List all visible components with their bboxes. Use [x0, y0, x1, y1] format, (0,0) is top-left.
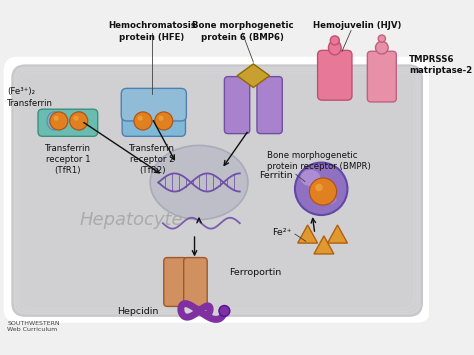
Text: Bone morphogenetic
protein 6 (BMP6): Bone morphogenetic protein 6 (BMP6)	[191, 21, 293, 42]
FancyBboxPatch shape	[224, 77, 250, 133]
FancyBboxPatch shape	[122, 109, 185, 136]
Polygon shape	[237, 64, 270, 87]
Circle shape	[310, 178, 337, 205]
Text: Hepcidin: Hepcidin	[117, 307, 158, 316]
Ellipse shape	[73, 112, 87, 130]
Text: Hemojuvelin (HJV): Hemojuvelin (HJV)	[313, 21, 401, 31]
Polygon shape	[298, 225, 318, 243]
Ellipse shape	[295, 163, 347, 215]
Circle shape	[70, 112, 88, 130]
Ellipse shape	[328, 40, 341, 55]
Text: Hemochromatosis
protein (HFE): Hemochromatosis protein (HFE)	[108, 21, 196, 42]
Text: Ferritin: Ferritin	[259, 171, 292, 180]
Ellipse shape	[150, 146, 248, 220]
Circle shape	[315, 184, 323, 191]
Text: Bone morphogenetic
protein receptor (BMPR): Bone morphogenetic protein receptor (BMP…	[267, 151, 371, 171]
Text: Ferroportin: Ferroportin	[229, 268, 281, 277]
Circle shape	[73, 116, 79, 121]
Text: (Fe³⁺)₂
Transferrin: (Fe³⁺)₂ Transferrin	[7, 87, 53, 108]
Ellipse shape	[324, 195, 337, 204]
FancyBboxPatch shape	[318, 50, 352, 100]
Text: Hepatocyte: Hepatocyte	[80, 212, 183, 229]
Circle shape	[138, 116, 143, 121]
Text: Fe²⁺: Fe²⁺	[272, 228, 292, 237]
FancyBboxPatch shape	[257, 77, 283, 133]
Circle shape	[158, 116, 164, 121]
FancyBboxPatch shape	[13, 66, 422, 316]
Text: Transferrin
receptor 1
(TfR1): Transferrin receptor 1 (TfR1)	[45, 143, 91, 175]
Circle shape	[375, 41, 388, 54]
Text: Transferrin
receptor 2
(TfR2): Transferrin receptor 2 (TfR2)	[129, 143, 175, 175]
Circle shape	[50, 112, 68, 130]
FancyBboxPatch shape	[164, 258, 187, 306]
Circle shape	[155, 112, 173, 130]
FancyBboxPatch shape	[367, 51, 396, 102]
Text: TMPRSS6
matriptase-2: TMPRSS6 matriptase-2	[409, 55, 472, 75]
Polygon shape	[328, 225, 347, 243]
FancyBboxPatch shape	[4, 57, 431, 323]
Circle shape	[378, 35, 385, 42]
Circle shape	[54, 116, 59, 121]
FancyBboxPatch shape	[38, 109, 98, 136]
Circle shape	[219, 306, 230, 316]
Circle shape	[134, 112, 152, 130]
Ellipse shape	[301, 170, 320, 186]
Text: SOUTHWESTERN
Web Curriculum: SOUTHWESTERN Web Curriculum	[7, 321, 60, 332]
Polygon shape	[314, 236, 334, 254]
Ellipse shape	[47, 112, 62, 130]
FancyBboxPatch shape	[183, 258, 207, 306]
FancyBboxPatch shape	[121, 88, 186, 121]
Circle shape	[330, 36, 339, 45]
